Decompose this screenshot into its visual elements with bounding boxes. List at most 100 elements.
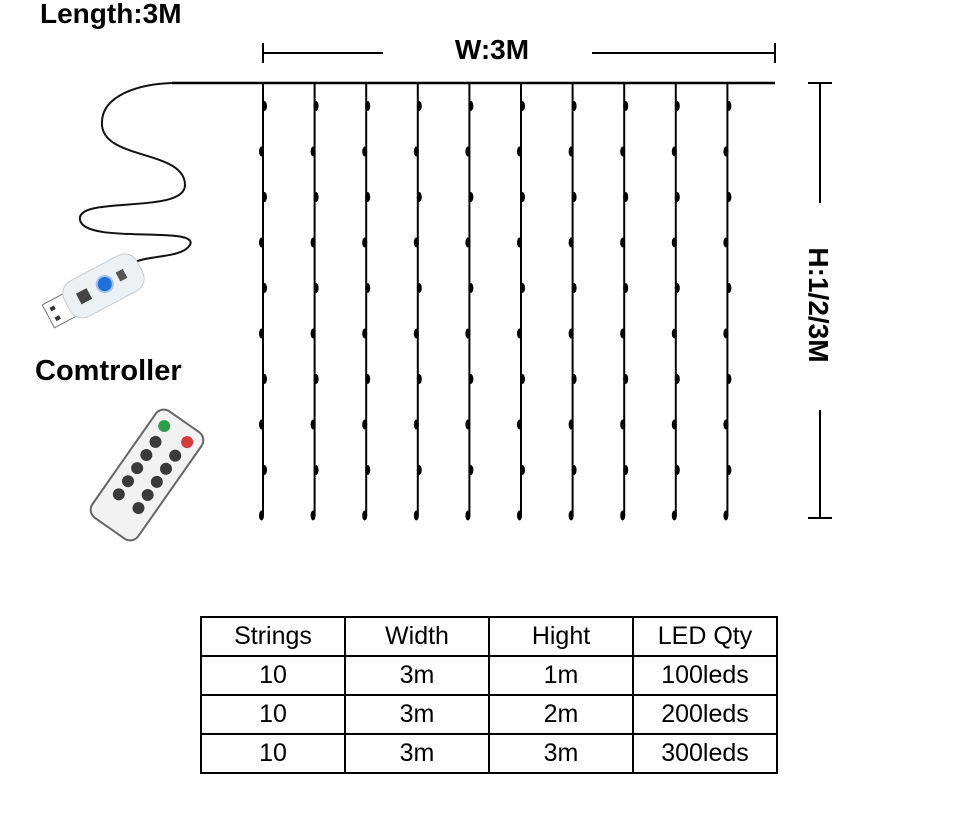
remote-button (141, 488, 154, 501)
led-bulb (465, 419, 471, 430)
cell-led-qty: 300leds (632, 733, 778, 774)
led-bulb (413, 146, 419, 157)
led-bulb (520, 465, 525, 475)
cell-height: 1m (488, 655, 634, 696)
header-led-qty: LED Qty (632, 616, 778, 657)
led-bulb (723, 328, 729, 339)
led-bulb (313, 192, 319, 202)
led-bulb (465, 237, 471, 248)
led-bulb (468, 374, 474, 384)
led-bulb (520, 192, 525, 202)
cell-strings: 10 (200, 655, 346, 696)
led-bulb (465, 510, 471, 521)
cell-width: 3m (344, 655, 490, 696)
cell-height: 3m (488, 733, 634, 774)
led-bulb (362, 237, 368, 248)
led-bulb (671, 237, 677, 248)
cell-height: 2m (488, 694, 634, 735)
led-bulb (362, 146, 368, 157)
controller-label: Comtroller (35, 355, 182, 387)
led-bulb (517, 510, 522, 521)
width-dimension-line (262, 43, 776, 63)
led-bulb (568, 328, 574, 339)
led-bulb (465, 146, 471, 157)
led-bulb (520, 283, 525, 293)
led-bulb (413, 328, 419, 339)
led-bulb (365, 101, 371, 111)
cell-width: 3m (344, 694, 490, 735)
led-bulb (416, 465, 422, 475)
led-bulb (620, 510, 626, 521)
curtain-light-diagram (41, 43, 832, 542)
led-bulb (259, 419, 264, 430)
led-bulb (365, 374, 371, 384)
usb-cable (78, 82, 192, 263)
led-bulb (671, 419, 677, 430)
led-bulb (620, 419, 626, 430)
cell-led-qty: 100leds (632, 655, 778, 696)
led-bulb (416, 101, 422, 111)
led-bulb (623, 283, 629, 293)
led-bulb (726, 283, 732, 293)
led-bulb (262, 374, 267, 384)
led-bulb (313, 101, 319, 111)
remote-button (160, 462, 173, 475)
remote-button (169, 449, 182, 462)
spec-table: Strings Width Hight LED Qty 10 3m 1m 100… (200, 616, 778, 774)
led-bulb (313, 465, 319, 475)
header-width: Width (344, 616, 490, 657)
led-bulb (365, 465, 371, 475)
led-bulb (262, 192, 267, 202)
cell-led-qty: 200leds (632, 694, 778, 735)
led-bulb (262, 283, 267, 293)
led-bulb (468, 283, 474, 293)
led-bulb (468, 192, 474, 202)
cell-width: 3m (344, 733, 490, 774)
remote-button (149, 435, 162, 448)
led-bulb (726, 374, 732, 384)
led-bulb (674, 101, 680, 111)
led-bulb (413, 237, 419, 248)
table-row: 10 3m 2m 200leds (200, 694, 778, 735)
led-bulb (517, 419, 522, 430)
cell-strings: 10 (200, 733, 346, 774)
led-bulb (723, 146, 729, 157)
remote-button (132, 502, 145, 515)
led-bulb (259, 237, 264, 248)
led-bulb (416, 374, 422, 384)
led-bulb (413, 510, 419, 521)
led-bulb (310, 146, 316, 157)
led-bulb (723, 510, 729, 521)
remote-button (140, 449, 153, 462)
led-bulb (723, 237, 729, 248)
led-bulb (310, 328, 316, 339)
led-bulb (365, 192, 371, 202)
led-bulb (623, 101, 629, 111)
led-bulb (623, 465, 629, 475)
remote-button (150, 475, 163, 488)
led-bulb (568, 419, 574, 430)
led-bulb (568, 510, 574, 521)
led-bulb (413, 419, 419, 430)
table-row: 10 3m 3m 300leds (200, 733, 778, 774)
led-bulb (362, 328, 368, 339)
led-bulb (517, 146, 522, 157)
led-bulb (259, 146, 264, 157)
led-bulb (571, 465, 577, 475)
led-bulb (623, 374, 629, 384)
remote-control-icon (89, 408, 205, 542)
header-height: Hight (488, 616, 634, 657)
led-bulb (726, 101, 732, 111)
remote-button (112, 488, 125, 501)
led-bulb (671, 510, 677, 521)
led-bulb (674, 465, 680, 475)
led-bulb (517, 237, 522, 248)
remote-button (121, 475, 134, 488)
led-bulb (362, 510, 368, 521)
led-bulb (313, 374, 319, 384)
led-bulb (259, 510, 264, 521)
led-bulb (416, 192, 422, 202)
led-bulb (568, 146, 574, 157)
led-bulb (571, 101, 577, 111)
cell-strings: 10 (200, 694, 346, 735)
